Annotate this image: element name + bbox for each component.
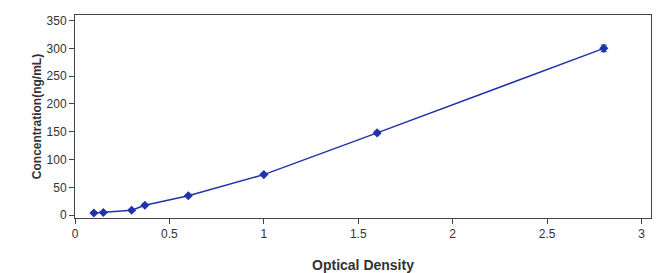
svg-text:150: 150 <box>47 125 67 139</box>
svg-text:0: 0 <box>72 227 79 241</box>
svg-text:1: 1 <box>261 227 268 241</box>
svg-text:250: 250 <box>47 69 67 83</box>
svg-text:0: 0 <box>60 208 67 222</box>
svg-text:300: 300 <box>47 42 67 56</box>
svg-text:200: 200 <box>47 97 67 111</box>
svg-text:1.5: 1.5 <box>350 227 367 241</box>
svg-text:2.5: 2.5 <box>539 227 556 241</box>
svg-text:3: 3 <box>638 227 645 241</box>
svg-text:Optical Density: Optical Density <box>312 257 414 273</box>
svg-text:50: 50 <box>53 181 67 195</box>
svg-text:2: 2 <box>449 227 456 241</box>
svg-text:100: 100 <box>47 153 67 167</box>
svg-text:0.5: 0.5 <box>161 227 178 241</box>
svg-text:350: 350 <box>47 14 67 28</box>
svg-text:Concentration(ng/mL): Concentration(ng/mL) <box>30 54 44 179</box>
